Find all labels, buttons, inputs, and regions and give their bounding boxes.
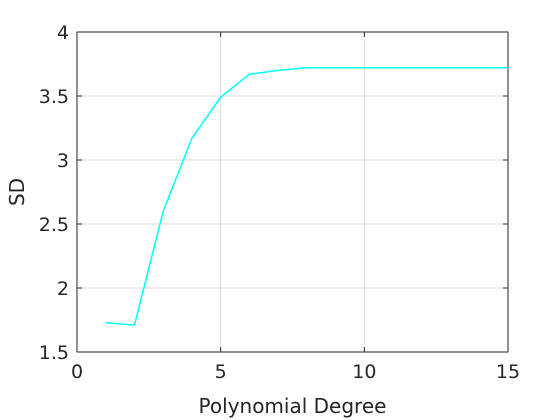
x-tick-label: 0 (71, 361, 83, 383)
y-tick-label: 2.5 (39, 214, 69, 236)
plot-area (76, 31, 509, 353)
ticks (76, 31, 509, 353)
grid (77, 32, 508, 352)
x-tick-label: 5 (215, 361, 227, 383)
y-tick-label: 4 (57, 22, 69, 44)
y-axis-label: SD (5, 178, 29, 206)
series-group (105, 67, 508, 326)
x-tick-label: 10 (352, 361, 376, 383)
x-axis-label: Polynomial Degree (199, 394, 387, 418)
x-tick-label: 15 (496, 361, 520, 383)
series-line (105, 67, 508, 326)
y-tick-label: 1.5 (39, 342, 69, 364)
tick-labels: 0 5 10 15 1.5 2 2.5 3 3.5 4 (39, 22, 520, 383)
y-tick-label: 3 (57, 150, 69, 172)
y-tick-label: 3.5 (39, 86, 69, 108)
y-tick-label: 2 (57, 278, 69, 300)
